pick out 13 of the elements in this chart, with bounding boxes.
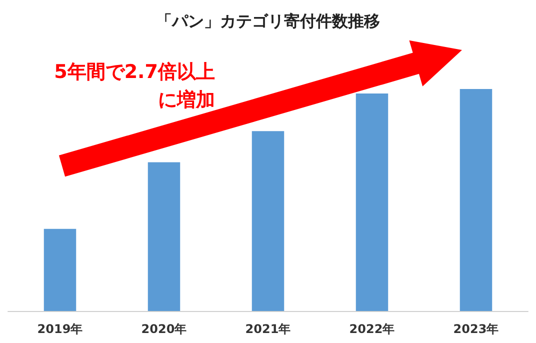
bar bbox=[44, 228, 76, 311]
chart-title: 「パン」カテゴリ寄付件数推移 bbox=[156, 12, 380, 30]
annotation: に増加 bbox=[158, 89, 215, 111]
x-tick-label: 2020年 bbox=[141, 322, 187, 336]
x-tick-label: 2021年 bbox=[245, 322, 291, 336]
x-tick-label: 2019年 bbox=[37, 322, 83, 336]
x-tick-label: 2023年 bbox=[453, 322, 499, 336]
bar bbox=[148, 162, 180, 311]
x-tick-label: 2022年 bbox=[349, 322, 395, 336]
bar bbox=[460, 89, 492, 311]
bar bbox=[356, 93, 388, 311]
bar bbox=[252, 131, 284, 311]
text: 5年間で2.7倍以上 bbox=[54, 61, 215, 83]
